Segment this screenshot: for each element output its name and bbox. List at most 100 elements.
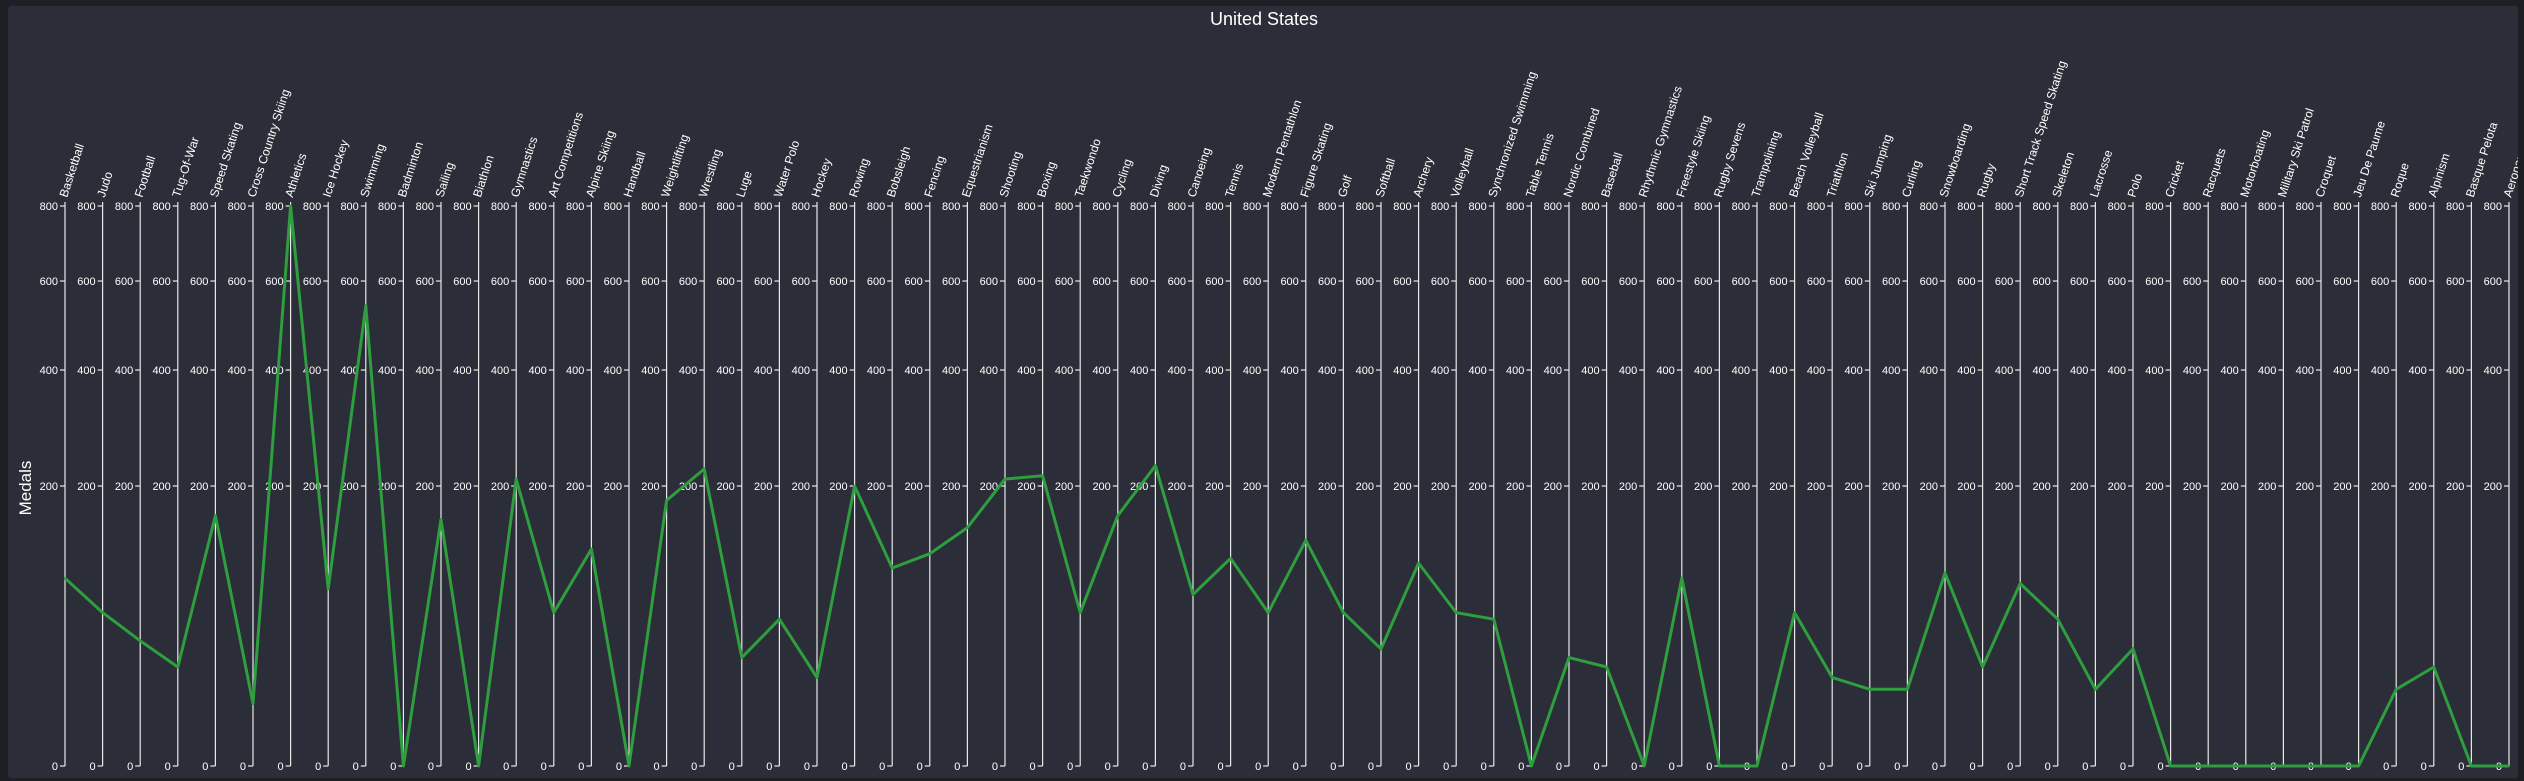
axis-54: 0 200 400 600 800 Lacrosse: [2070, 148, 2115, 773]
category-label: Nordic Combined: [1561, 106, 1603, 199]
data-point: [2244, 764, 2247, 768]
category-label: Taekwondo: [1072, 137, 1104, 199]
tick-label: 400: [1017, 365, 1035, 377]
category-label: Jeu De Paume: [2350, 119, 2388, 199]
tick-label: 0: [616, 761, 622, 773]
tick-label: 600: [416, 276, 434, 288]
tick-label: 0: [804, 761, 810, 773]
tick-label: 200: [1168, 481, 1186, 493]
category-label: Football: [132, 154, 159, 199]
data-point: [1003, 477, 1007, 481]
tick-label: 800: [716, 201, 734, 213]
tick-label: 200: [2220, 481, 2238, 493]
tick-label: 200: [1318, 481, 1336, 493]
tick-label: 200: [1882, 481, 1900, 493]
data-point: [1981, 665, 1984, 669]
tick-label: 0: [2157, 761, 2163, 773]
tick-label: 0: [428, 761, 434, 773]
tick-label: 800: [1957, 201, 1975, 213]
tick-label: 400: [1732, 365, 1750, 377]
category-label: Motorboating: [2237, 128, 2272, 199]
tick-label: 800: [2183, 201, 2201, 213]
category-label: Art Competitions: [545, 110, 586, 199]
category-label: Tug-Of-War: [169, 135, 202, 199]
tick-label: 600: [453, 276, 471, 288]
tick-label: 0: [1368, 761, 1374, 773]
axis-17: 0 200 400 600 800 Wrestling: [679, 147, 725, 773]
data-point: [815, 676, 819, 679]
tick-label: 600: [2258, 276, 2276, 288]
tick-label: 800: [416, 201, 434, 213]
data-point: [2169, 764, 2172, 768]
tick-label: 200: [716, 481, 734, 493]
tick-label: 800: [491, 201, 509, 213]
tick-label: 400: [679, 365, 697, 377]
tick-label: 200: [1995, 481, 2013, 493]
tick-label: 200: [1581, 481, 1599, 493]
data-point: [665, 499, 668, 502]
tick-label: 400: [604, 365, 622, 377]
tick-label: 800: [641, 201, 659, 213]
tick-label: 200: [1920, 481, 1938, 493]
category-label: Cricket: [2162, 158, 2187, 198]
tick-label: 0: [1969, 761, 1975, 773]
axis-53: 0 200 400 600 800 Skeleton: [2032, 150, 2077, 773]
tick-label: 800: [2032, 201, 2050, 213]
data-point: [439, 518, 443, 521]
category-label: Alpinism: [2425, 151, 2452, 198]
tick-label: 400: [1205, 365, 1223, 377]
tick-label: 600: [1807, 276, 1825, 288]
data-point: [2470, 764, 2473, 768]
tick-label: 200: [1468, 481, 1486, 493]
axis-14: 0 200 400 600 800 Alpine Skiing: [566, 129, 618, 773]
data-point: [928, 552, 931, 555]
data-point: [1229, 557, 1232, 560]
tick-label: 0: [2007, 761, 2013, 773]
tick-label: 400: [2145, 365, 2163, 377]
data-point: [1680, 576, 1684, 580]
tick-label: 800: [980, 201, 998, 213]
tick-label: 400: [1581, 365, 1599, 377]
tick-label: 400: [190, 365, 208, 377]
tick-label: 0: [729, 761, 735, 773]
data-point: [1267, 611, 1270, 614]
tick-label: 800: [1694, 201, 1712, 213]
tick-label: 600: [1694, 276, 1712, 288]
axis-61: 0 200 400 600 800 Jeu De Paume: [2333, 119, 2388, 773]
tick-label: 800: [265, 201, 283, 213]
category-label: Trampolining: [1749, 129, 1784, 199]
tick-label: 800: [942, 201, 960, 213]
tick-label: 600: [980, 276, 998, 288]
tick-label: 600: [2145, 276, 2163, 288]
data-point: [63, 576, 67, 580]
data-point: [1041, 474, 1044, 477]
tick-label: 600: [829, 276, 847, 288]
category-label: Diving: [1147, 163, 1171, 199]
tick-label: 0: [1556, 761, 1562, 773]
axis-45: 0 200 400 600 800 Trampolining: [1732, 129, 1784, 773]
category-label: Luge: [733, 169, 755, 199]
data-point: [214, 514, 217, 517]
tick-label: 0: [390, 761, 396, 773]
tick-label: 600: [2032, 276, 2050, 288]
tick-label: 800: [2408, 201, 2426, 213]
tick-label: 200: [1017, 481, 1035, 493]
tick-label: 0: [992, 761, 998, 773]
tick-label: 800: [1017, 201, 1035, 213]
tick-label: 0: [315, 761, 321, 773]
tick-label: 0: [954, 761, 960, 773]
tick-label: 0: [2120, 761, 2126, 773]
tick-label: 800: [566, 201, 584, 213]
axis-10: 0 200 400 600 800 Sailing: [416, 160, 457, 773]
data-point: [627, 764, 631, 768]
axis-48: 0 200 400 600 800 Ski Jumping: [1844, 132, 1894, 773]
tick-label: 400: [115, 365, 133, 377]
tick-label: 600: [1544, 276, 1562, 288]
tick-label: 600: [528, 276, 546, 288]
tick-label: 600: [1844, 276, 1862, 288]
tick-label: 800: [2220, 201, 2238, 213]
tick-label: 800: [1581, 201, 1599, 213]
category-label: Aeronautics: [2501, 134, 2518, 199]
tick-label: 0: [1819, 761, 1825, 773]
